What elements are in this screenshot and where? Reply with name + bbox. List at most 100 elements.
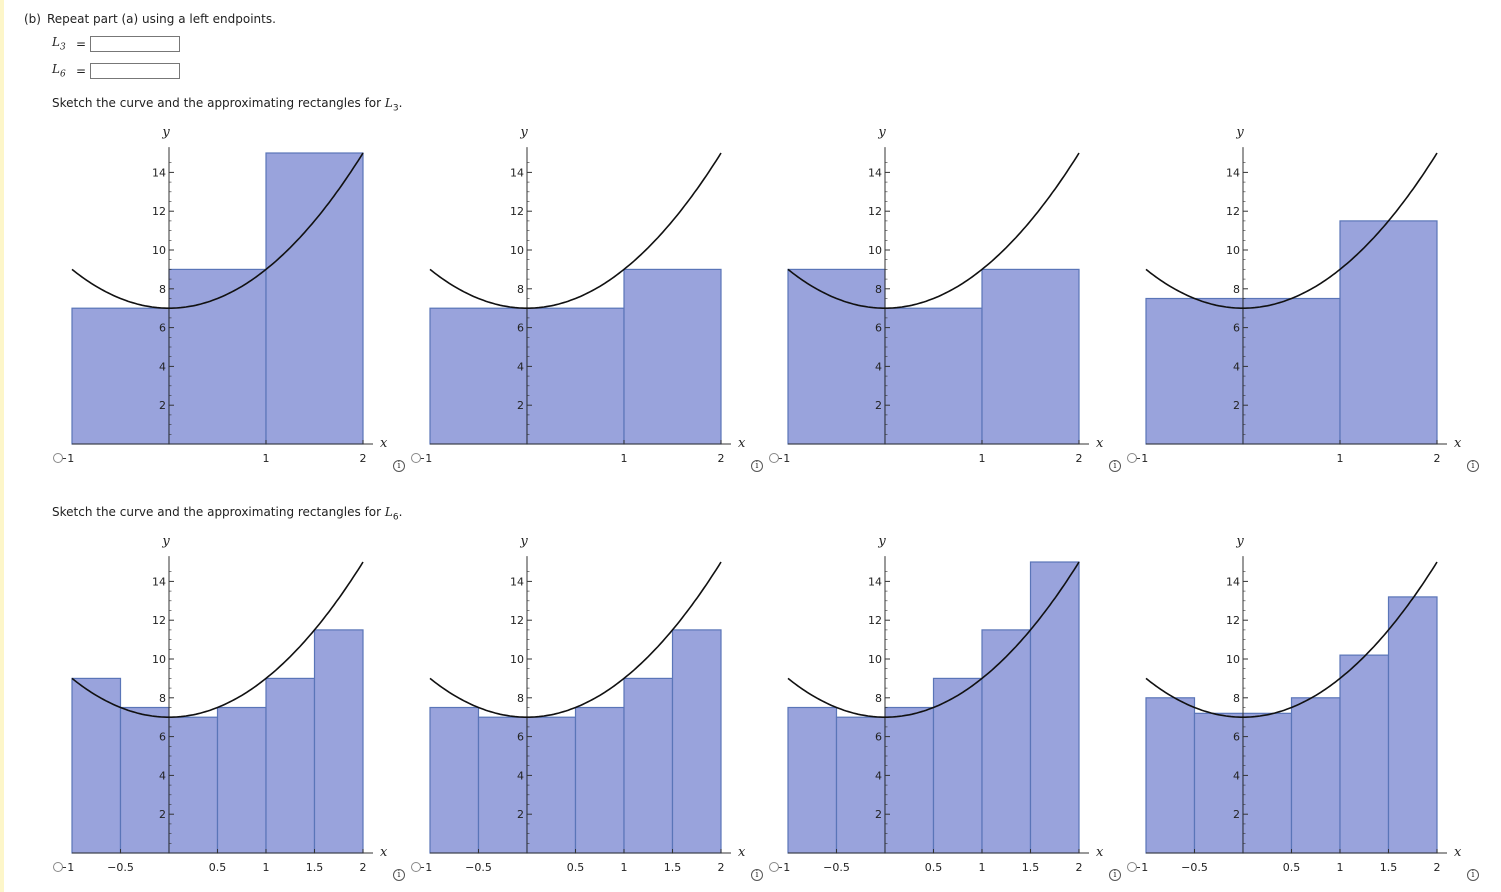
y-axis-title: y (161, 125, 170, 140)
approx-rectangle (884, 307, 983, 445)
x-tick-label: 2 (360, 861, 367, 874)
x-tick-label: 1.5 (1022, 861, 1040, 874)
y-tick-label: 10 (868, 244, 882, 257)
y-tick-label: 2 (1233, 808, 1240, 821)
equals-sign: = (76, 37, 87, 51)
option-radio-L6-4[interactable] (1127, 862, 1137, 872)
approx-rectangle (1145, 697, 1196, 854)
y-tick-label: 8 (159, 283, 166, 296)
y-tick-label: 8 (517, 283, 524, 296)
y-tick-label: 12 (510, 205, 524, 218)
function-curve (71, 152, 364, 309)
sketch-instruction-L6: Sketch the curve and the approximating r… (52, 505, 403, 523)
answer-input-L6[interactable] (90, 63, 181, 79)
y-tick-label: 6 (159, 322, 166, 335)
y-tick-label: 12 (1226, 205, 1240, 218)
option-radio-L3-2[interactable] (411, 453, 421, 463)
y-tick-label: 10 (1226, 244, 1240, 257)
y-tick-label: 2 (159, 399, 166, 412)
y-tick-label: 14 (510, 166, 524, 179)
x-axis-title: x (738, 845, 746, 860)
y-axis-title: y (1235, 125, 1244, 140)
y-tick-label: 2 (875, 808, 882, 821)
x-axis-title: x (738, 436, 746, 451)
function-curve (1145, 152, 1438, 309)
y-tick-label: 4 (159, 360, 166, 373)
question-text: Repeat part (a) using a left endpoints. (46, 12, 276, 26)
option-radio-L6-2[interactable] (411, 862, 421, 872)
x-tick-label: 1 (979, 861, 986, 874)
y-axis-title: y (161, 534, 170, 549)
approx-rectangle (835, 716, 886, 854)
answer-input-L3[interactable] (90, 36, 181, 52)
y-tick-label: 6 (875, 322, 882, 335)
option-radio-L6-3[interactable] (769, 862, 779, 872)
approx-rectangle (1339, 220, 1438, 445)
function-curve (1145, 561, 1438, 718)
approx-rectangle (71, 677, 122, 854)
approx-rectangle (265, 152, 364, 445)
approx-rectangle (1339, 654, 1390, 854)
approx-rectangle (623, 677, 674, 854)
left-margin-bar (0, 0, 4, 892)
approx-rectangle (477, 716, 528, 854)
approx-rectangle (71, 307, 170, 445)
sketch-instruction-L3: Sketch the curve and the approximating r… (52, 96, 403, 114)
info-icon[interactable]: i (1467, 869, 1479, 881)
y-tick-label: 4 (1233, 360, 1240, 373)
approx-rectangle (526, 307, 625, 445)
info-icon[interactable]: i (751, 460, 763, 472)
x-tick-label: 2 (1434, 452, 1441, 465)
y-tick-label: 4 (875, 360, 882, 373)
approx-rectangle (265, 677, 316, 854)
y-tick-label: 14 (1226, 575, 1240, 588)
y-tick-label: 10 (152, 653, 166, 666)
approx-rectangle (787, 706, 838, 854)
y-tick-label: 4 (1233, 769, 1240, 782)
info-icon[interactable]: i (393, 869, 405, 881)
info-icon[interactable]: i (751, 869, 763, 881)
x-tick-label: 1 (263, 452, 270, 465)
y-tick-label: 4 (517, 360, 524, 373)
approx-rectangle (429, 706, 480, 854)
x-tick-label: 0.5 (1283, 861, 1301, 874)
approx-rectangle (168, 716, 219, 854)
y-tick-label: 4 (875, 769, 882, 782)
y-tick-label: 12 (510, 614, 524, 627)
y-tick-label: 10 (510, 653, 524, 666)
x-tick-label: 1 (263, 861, 270, 874)
y-tick-label: 12 (868, 205, 882, 218)
y-tick-label: 6 (517, 322, 524, 335)
x-tick-label: −0.5 (465, 861, 492, 874)
y-axis-title: y (519, 534, 528, 549)
x-tick-label: 2 (1434, 861, 1441, 874)
approx-rectangle (1242, 297, 1341, 445)
y-tick-label: 14 (152, 575, 166, 588)
option-radio-L6-1[interactable] (53, 862, 63, 872)
option-radio-L3-3[interactable] (769, 453, 779, 463)
equals-sign: = (76, 64, 87, 78)
approx-rectangle (313, 629, 364, 854)
y-tick-label: 8 (1233, 692, 1240, 705)
x-tick-label: 0.5 (567, 861, 585, 874)
y-tick-label: 4 (517, 769, 524, 782)
info-icon[interactable]: i (1109, 460, 1121, 472)
y-tick-label: 12 (152, 205, 166, 218)
y-tick-label: 10 (510, 244, 524, 257)
y-tick-label: 6 (159, 731, 166, 744)
y-tick-label: 14 (1226, 166, 1240, 179)
x-tick-label: 1.5 (306, 861, 324, 874)
info-icon[interactable]: i (1467, 460, 1479, 472)
option-radio-L3-1[interactable] (53, 453, 63, 463)
part-label: (b) (24, 12, 41, 26)
info-icon[interactable]: i (393, 460, 405, 472)
info-icon[interactable]: i (1109, 869, 1121, 881)
y-tick-label: 8 (875, 692, 882, 705)
option-radio-L3-4[interactable] (1127, 453, 1137, 463)
x-tick-label: −0.5 (1181, 861, 1208, 874)
approx-rectangle (1193, 712, 1244, 854)
